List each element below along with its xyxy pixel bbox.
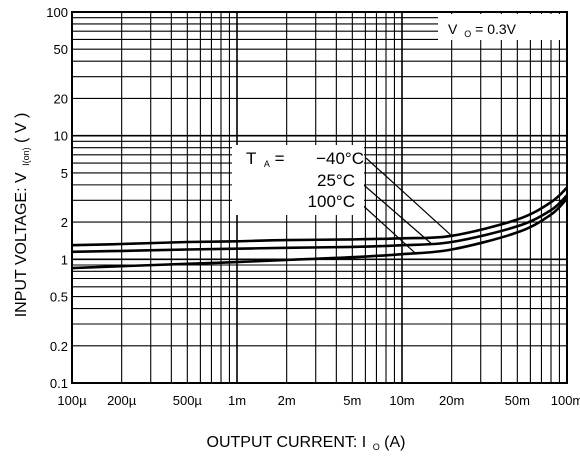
series-leader-line-0 <box>365 157 453 237</box>
series-label-prefix-rest: = <box>275 149 285 168</box>
x-tick-label: 1m <box>228 393 246 408</box>
x-tick-label: 50m <box>505 393 530 408</box>
x-tick-label: 100µ <box>57 393 87 408</box>
y-tick-label: 5 <box>61 166 68 181</box>
series-leader-line-1 <box>357 179 432 244</box>
series-leader-lines <box>357 157 453 254</box>
x-tick-label: 20m <box>439 393 464 408</box>
y-tick-label: 1 <box>61 252 68 267</box>
y-tick-label: 0.5 <box>50 290 68 305</box>
plot-frame <box>71 11 568 384</box>
condition-label-main: V <box>448 21 458 37</box>
y-tick-label: 20 <box>54 91 68 106</box>
series-leader-line-2 <box>357 200 416 254</box>
series-line-2 <box>71 197 568 270</box>
x-tick-label: 2m <box>278 393 296 408</box>
series-label-prefix-sub: A <box>264 159 270 169</box>
x-axis-title-unit: (A) <box>384 434 405 451</box>
condition-label: V O = 0.3V <box>448 21 517 40</box>
series-label-prefix-main: T <box>246 149 256 168</box>
y-axis-title-sub: I(on) <box>21 147 31 166</box>
series-label-background <box>232 145 364 215</box>
series-line-0 <box>71 186 568 247</box>
series-label-minus40: −40°C <box>316 149 364 168</box>
series-label-prefix: T A = <box>246 149 285 171</box>
condition-label-sub: O <box>464 29 471 39</box>
y-tick-labels: 0.1 0.2 0.5 1 2 5 10 20 50 100 <box>46 5 68 391</box>
y-tick-label: 0.1 <box>50 376 68 391</box>
y-axis-title-main: INPUT VOLTAGE: V <box>13 172 30 317</box>
condition-label-rest: = 0.3V <box>475 21 517 37</box>
series-line-1 <box>71 194 568 254</box>
y-axis-title-unit: ( V ) <box>13 113 30 143</box>
series-lines <box>71 186 568 270</box>
x-tick-labels: 100µ 200µ 500µ 1m 2m 5m 10m 20m 50m 100m <box>57 393 580 408</box>
y-tick-label: 50 <box>54 42 68 57</box>
series-label-25: 25°C <box>317 171 355 190</box>
x-axis-title-main: OUTPUT CURRENT: I <box>207 434 367 451</box>
y-tick-label: 0.2 <box>50 339 68 354</box>
y-tick-label: 100 <box>46 5 68 20</box>
x-tick-label: 500µ <box>173 393 203 408</box>
x-tick-label: 100m <box>551 393 580 408</box>
x-axis-title-sub: O <box>373 442 380 452</box>
y-axis-title: INPUT VOLTAGE: V I(on) ( V ) <box>13 113 33 318</box>
y-tick-label: 2 <box>61 215 68 230</box>
x-tick-label: 5m <box>343 393 361 408</box>
x-tick-label: 10m <box>389 393 414 408</box>
series-label-100: 100°C <box>308 192 355 211</box>
condition-label-background <box>438 14 566 40</box>
x-axis-title: OUTPUT CURRENT: I O (A) <box>207 434 406 454</box>
y-tick-label: 10 <box>54 129 68 144</box>
x-tick-label: 200µ <box>107 393 137 408</box>
